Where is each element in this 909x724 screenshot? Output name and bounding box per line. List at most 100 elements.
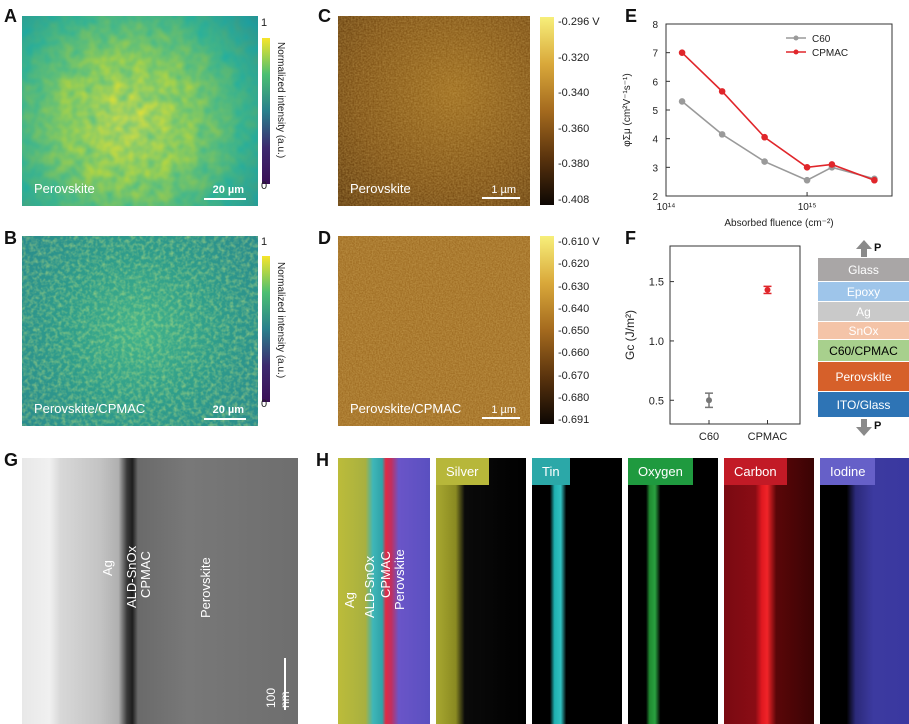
eds-silver-map: Silver — [436, 458, 526, 724]
down-arrow-label: P — [874, 420, 882, 432]
chart-f-frame — [669, 245, 801, 425]
panel-c-colorbar — [540, 17, 554, 205]
chart-e-series-line-c60 — [681, 100, 875, 182]
panel-d-cbar-tick: -0.620 — [558, 258, 590, 271]
panel-e-label: E — [625, 6, 638, 26]
stack-layer: C60/CPMAC — [818, 340, 909, 362]
stack-layer: ITO/Glass — [818, 392, 909, 418]
chart-e-point-cpmac — [718, 88, 726, 95]
eds-label-ag: Ag — [342, 592, 357, 608]
chart-e-ytick-label: 3 — [652, 163, 658, 174]
panel-g-label: G — [4, 450, 19, 470]
eds-label-snox: ALD-SnOx — [362, 555, 377, 618]
chart-e-point-cpmac — [871, 176, 878, 184]
eds-label-perovskite: Perovskite — [392, 549, 407, 610]
chart-e-point-cpmac — [803, 164, 811, 171]
panel-c-caption: Perovskite — [350, 181, 411, 196]
panel-d-colorbar — [540, 236, 554, 424]
panel-d-cbar-tick: -0.610 V — [558, 236, 600, 248]
eds-iodine-map: Iodine — [820, 458, 909, 724]
panel-b-caption: Perovskite/CPMAC — [34, 401, 146, 416]
panel-h-label: H — [316, 450, 329, 470]
panel-d-scale-bar — [482, 417, 520, 419]
chart-e-frame — [665, 23, 893, 197]
panel-a-colorbar — [262, 38, 270, 184]
panel-d-cbar-tick: -0.691 — [558, 414, 590, 426]
panel-b-colorbar — [262, 256, 270, 402]
stem-label-snox: ALD-SnOx — [124, 545, 139, 608]
eds-oxygen-label: Oxygen — [628, 458, 693, 485]
panel-a-scale-bar — [204, 198, 246, 200]
chart-e-point-c60 — [678, 98, 686, 105]
chart-f-ytick-label: 1.5 — [649, 277, 664, 289]
panel-a-cbar-min: 0 — [261, 180, 268, 192]
panel-a-scale-label: 20 µm — [212, 184, 244, 196]
device-stack: P Glass Epoxy Ag SnOx C60/CPMAC Perovskite ITO… — [818, 238, 909, 438]
panel-d-cbar-tick: -0.630 — [558, 280, 590, 293]
stack-layer: Ag — [818, 302, 909, 322]
panel-d-cbar-tick: -0.650 — [558, 325, 590, 337]
chart-e-point-c60 — [761, 158, 768, 165]
panel-a-cbar-title: Normalized intensity (a.u.) — [275, 42, 286, 159]
panel-a-cbar-max: 1 — [261, 17, 268, 29]
stem-cross-section: Ag ALD-SnOx CPMAC Perovskite 100 nm — [22, 458, 298, 724]
panel-d-cbar-tick: -0.680 — [558, 391, 590, 404]
chart-e-ytick-label: 7 — [652, 49, 658, 60]
chart-e-legend-marker — [793, 49, 799, 55]
perovskite-pl-map: Perovskite 20 µm — [22, 16, 258, 206]
panel-c-scale-bar — [482, 197, 520, 199]
up-arrow-icon — [856, 240, 872, 257]
panel-d-label: D — [318, 228, 331, 248]
chart-f-ytick-label: 0.5 — [649, 395, 664, 407]
chart-e-legend-label: CPMAC — [812, 48, 848, 59]
panel-d-cbar-tick: -0.640 — [558, 302, 590, 315]
chart-f-point-c60 — [706, 397, 712, 404]
chart-e-xtick-label: 10¹⁵ — [798, 202, 817, 213]
chart-e-ytick-label: 2 — [652, 192, 658, 203]
chart-e-ytick-label: 5 — [652, 106, 658, 117]
panel-c-scale-label: 1 µm — [491, 184, 516, 196]
chart-e-point-c60 — [718, 131, 726, 138]
panel-b-cbar-title: Normalized intensity (a.u.) — [275, 262, 286, 379]
panel-d-cbar-tick: -0.660 — [558, 347, 590, 360]
chart-e-xtick-label: 10¹⁴ — [657, 202, 676, 213]
chart-f-xtick-label: CPMAC — [748, 431, 788, 443]
panel-a-caption: Perovskite — [34, 181, 95, 196]
panel-b-scale-label: 20 µm — [212, 404, 244, 416]
chart-f-ylabel: Gc (J/m²) — [623, 310, 637, 360]
chart-f-xtick-label: C60 — [699, 431, 719, 443]
kpfm-perovskite-cpmac-map: Perovskite/CPMAC 1 µm — [338, 236, 530, 426]
panel-a-label: A — [4, 6, 17, 26]
panel-b-cbar-min: 0 — [261, 398, 268, 410]
down-arrow-icon — [856, 419, 872, 436]
chart-e-ytick-label: 4 — [652, 135, 658, 146]
eds-iodine-label: Iodine — [820, 458, 876, 485]
chart-f-ytick-label: 1.0 — [649, 336, 664, 348]
chart-f-point-cpmac — [764, 286, 771, 293]
stem-scale-bar — [284, 658, 286, 710]
panel-b-cbar-max: 1 — [261, 236, 268, 248]
chart-e-legend-marker — [793, 35, 799, 41]
chart-e-point-cpmac — [761, 133, 768, 141]
panel-f-label: F — [625, 228, 636, 248]
eds-overlay-map: Ag ALD-SnOx CPMAC Perovskite — [338, 458, 430, 724]
chart-e-point-cpmac — [678, 49, 686, 56]
stack-layer: Glass — [818, 258, 909, 282]
panel-c-cbar-tick: -0.340 — [558, 87, 590, 100]
panel-c-cbar-tick: -0.360 — [558, 122, 590, 135]
chart-e-point-cpmac — [828, 161, 836, 168]
panel-c-cbar-tick: -0.320 — [558, 51, 590, 64]
panel-d-scale-label: 1 µm — [491, 404, 516, 416]
kpfm-perovskite-map: Perovskite 1 µm — [338, 16, 530, 206]
eds-oxygen-map: Oxygen — [628, 458, 718, 724]
chart-e-xlabel: Absorbed fluence (cm⁻²) — [724, 218, 833, 229]
eds-carbon-map: Carbon — [724, 458, 814, 724]
eds-label-cpmac: CPMAC — [378, 551, 393, 598]
panel-b-scale-bar — [204, 418, 246, 420]
panel-c-label: C — [318, 6, 331, 26]
chart-e-series-line-cpmac — [681, 52, 875, 181]
chart-e: 2 3 4 5 6 7 8 10¹⁴ 10¹⁵ Absorbed fluence (cm⁻²) φΣ… — [622, 20, 893, 229]
panel-d-cbar-tick: -0.670 — [558, 369, 590, 382]
stack-layer: Perovskite — [818, 362, 909, 392]
chart-e-ylabel: φΣμ (cm²V⁻¹s⁻¹) — [622, 73, 633, 146]
